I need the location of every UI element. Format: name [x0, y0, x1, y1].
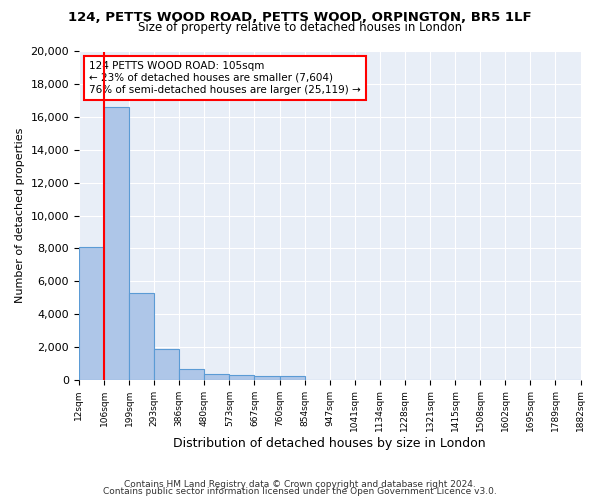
Bar	[280, 376, 305, 380]
Bar	[129, 292, 154, 380]
Text: Contains HM Land Registry data © Crown copyright and database right 2024.: Contains HM Land Registry data © Crown c…	[124, 480, 476, 489]
Bar	[205, 374, 229, 380]
Text: 124, PETTS WOOD ROAD, PETTS WOOD, ORPINGTON, BR5 1LF: 124, PETTS WOOD ROAD, PETTS WOOD, ORPING…	[68, 11, 532, 24]
Bar	[179, 369, 205, 380]
X-axis label: Distribution of detached houses by size in London: Distribution of detached houses by size …	[173, 437, 486, 450]
Bar	[104, 108, 129, 380]
Bar	[229, 375, 254, 380]
Text: Contains public sector information licensed under the Open Government Licence v3: Contains public sector information licen…	[103, 487, 497, 496]
Text: Size of property relative to detached houses in London: Size of property relative to detached ho…	[138, 21, 462, 34]
Bar	[154, 349, 179, 380]
Y-axis label: Number of detached properties: Number of detached properties	[15, 128, 25, 303]
Text: 124 PETTS WOOD ROAD: 105sqm
← 23% of detached houses are smaller (7,604)
76% of : 124 PETTS WOOD ROAD: 105sqm ← 23% of det…	[89, 62, 361, 94]
Bar	[254, 376, 280, 380]
Bar	[79, 246, 104, 380]
